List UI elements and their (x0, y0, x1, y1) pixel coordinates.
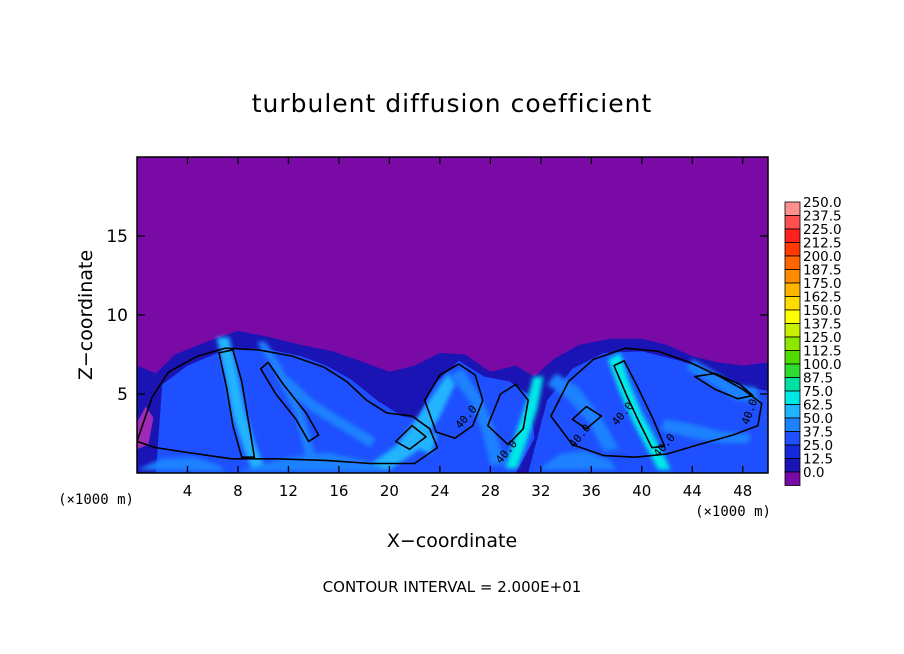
colorbar-swatch-17 (784, 431, 801, 446)
y-tick-label-5: 5 (117, 385, 128, 405)
left-edge-patch (137, 406, 154, 450)
x-tick-label-36: 36 (582, 482, 601, 500)
colorbar-label-15: 62.5 (803, 398, 833, 414)
colorbar-label-6: 175.0 (803, 276, 842, 292)
streak-layer (137, 337, 760, 472)
y-tick-label-15: 15 (106, 227, 128, 247)
contour-8 (694, 372, 754, 400)
y-axis-ticks: 5 10 15 (106, 227, 768, 405)
colorbar-label-11: 112.5 (803, 344, 842, 360)
contour-10 (571, 405, 603, 430)
streak-14 (408, 428, 438, 454)
colorbar-swatch-8 (784, 309, 801, 324)
x-axis-label: X−coordinate (387, 530, 517, 552)
colorbar-swatch-2 (784, 228, 801, 243)
colorbar-swatch-11 (784, 350, 801, 365)
colorbar-swatch-10 (784, 336, 801, 351)
x-unit-left: (×1000 m) (58, 492, 134, 508)
colorbar-label-7: 162.5 (803, 290, 842, 306)
contour-9 (394, 424, 427, 451)
colorbar-swatch-19 (784, 458, 801, 473)
colorbar-swatch-5 (784, 269, 801, 284)
streak-12 (238, 452, 390, 472)
contour-4 (487, 383, 529, 446)
x-tick-label-4: 4 (183, 482, 193, 500)
colorbar-label-20: 0.0 (803, 465, 824, 481)
colorbar-swatch-1 (784, 215, 801, 230)
x-tick-label-32: 32 (531, 482, 550, 500)
contour-6 (259, 361, 320, 443)
colorbar: 250.0237.5225.0212.5200.0187.5175.0162.5… (784, 195, 842, 486)
x-axis-ticks: 4 8 12 16 20 24 28 32 36 40 44 48 (183, 157, 752, 500)
x-unit-right: (×1000 m) (695, 504, 771, 520)
streak-2 (256, 341, 318, 464)
streak-3 (282, 376, 376, 448)
colorbar-label-0: 250.0 (803, 195, 842, 211)
x-tick-label-48: 48 (733, 482, 752, 500)
x-tick-label-16: 16 (329, 482, 348, 500)
colorbar-label-17: 37.5 (803, 425, 833, 441)
colorbar-label-16: 50.0 (803, 411, 833, 427)
x-tick-label-8: 8 (233, 482, 243, 500)
x-tick-label-20: 20 (380, 482, 399, 500)
colorbar-swatch-15 (784, 404, 801, 419)
colorbar-label-19: 12.5 (803, 452, 833, 468)
colorbar-label-2: 225.0 (803, 222, 842, 238)
colorbar-label-18: 25.0 (803, 438, 833, 454)
contour-3 (423, 363, 484, 439)
streak-13 (137, 457, 226, 472)
colorbar-swatch-3 (784, 242, 801, 257)
contour-1 (137, 347, 439, 465)
colorbar-swatch-9 (784, 323, 801, 338)
x-tick-label-40: 40 (632, 482, 651, 500)
chart-title: turbulent diffusion coefficient (252, 89, 653, 118)
colorbar-swatch-14 (784, 390, 801, 405)
streak-11 (538, 450, 617, 470)
contour-5 (218, 349, 256, 458)
colorbar-swatch-0 (784, 201, 801, 216)
streak-5 (450, 368, 506, 466)
colorbar-label-5: 187.5 (803, 263, 842, 279)
contour-2 (550, 347, 763, 458)
streak-8 (607, 352, 671, 470)
colorbar-swatch-13 (784, 377, 801, 392)
colorbar-label-3: 212.5 (803, 236, 842, 252)
colorbar-label-8: 150.0 (803, 303, 842, 319)
colorbar-label-14: 75.0 (803, 384, 833, 400)
diffusion-field (137, 330, 768, 473)
colorbar-label-13: 87.5 (803, 371, 833, 387)
colorbar-swatch-20 (784, 471, 801, 486)
colorbar-swatch-7 (784, 296, 801, 311)
x-tick-label-44: 44 (683, 482, 702, 500)
x-tick-label-24: 24 (430, 482, 449, 500)
colorbar-swatch-16 (784, 417, 801, 432)
contour-interval-note: CONTOUR INTERVAL = 2.000E+01 (323, 578, 582, 596)
x-tick-label-28: 28 (481, 482, 500, 500)
colorbar-swatch-4 (784, 255, 801, 270)
colorbar-label-4: 200.0 (803, 249, 842, 265)
contour-lines (137, 347, 763, 465)
y-tick-label-10: 10 (106, 306, 128, 326)
colorbar-label-10: 125.0 (803, 330, 842, 346)
colorbar-swatch-6 (784, 282, 801, 297)
colorbar-label-12: 100.0 (803, 357, 842, 373)
streak-7 (547, 373, 620, 451)
colorbar-label-1: 237.5 (803, 209, 842, 225)
colorbar-swatch-18 (784, 444, 801, 459)
plot-area: 40.040.040.040.040.040.0 4 8 12 16 20 24 28 32 3… (106, 156, 769, 500)
colorbar-swatch-12 (784, 363, 801, 378)
streak-4 (364, 373, 455, 470)
x-tick-label-12: 12 (279, 482, 298, 500)
colorbar-label-9: 137.5 (803, 317, 842, 333)
streak-1 (216, 337, 267, 472)
y-axis-label: Z−coordinate (75, 250, 97, 380)
contour-7 (613, 360, 666, 449)
